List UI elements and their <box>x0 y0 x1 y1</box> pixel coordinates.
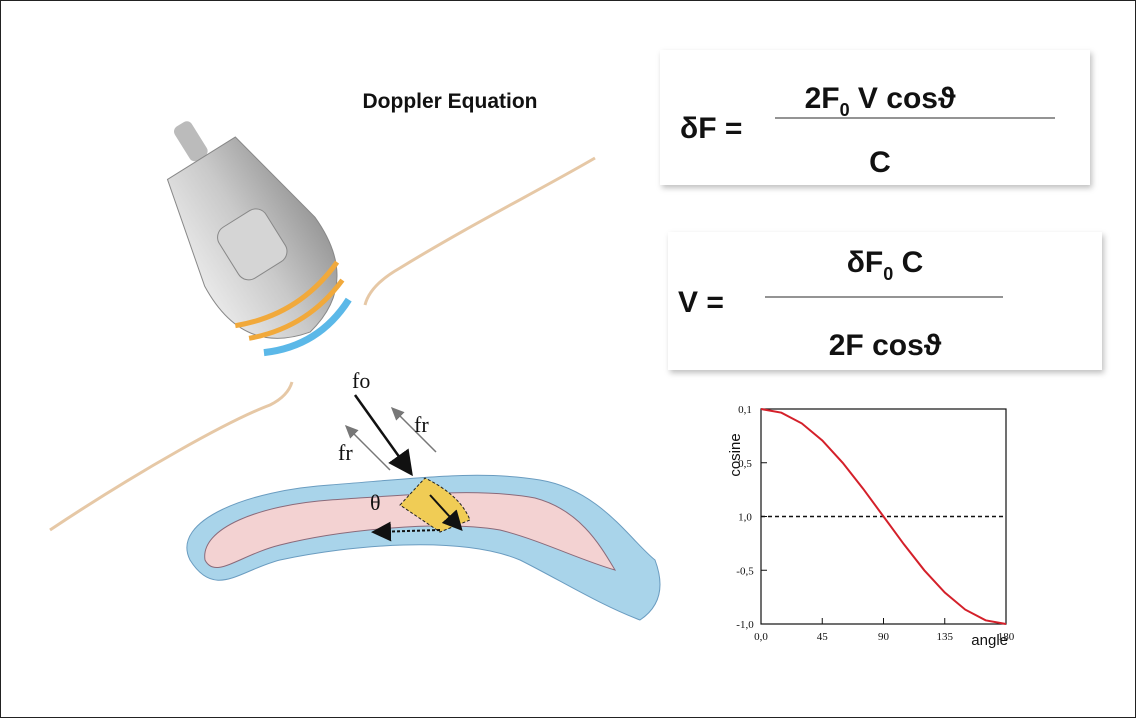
y-tick-label: -1,0 <box>736 619 754 631</box>
y-tick-label: 0,1 <box>738 404 752 416</box>
y-axis-label: cosine <box>727 433 744 476</box>
equation-box <box>668 232 1102 370</box>
numerator: δF0 C <box>847 246 924 284</box>
x-tick-label: 180 <box>998 631 1015 643</box>
text: V cosϑ <box>850 82 956 115</box>
denominator: C <box>869 146 891 179</box>
x-tick-label: 90 <box>878 631 890 643</box>
label: fr <box>414 412 429 437</box>
y-tick-label: 0,5 <box>738 458 752 470</box>
title: Doppler Equation <box>363 90 538 113</box>
numerator: 2F0 V cosϑ <box>805 82 956 120</box>
label: fr <box>338 440 353 465</box>
label: θ <box>370 490 381 515</box>
equation-lhs: δF = <box>680 112 742 145</box>
label: fo <box>352 368 370 393</box>
subscript: 0 <box>883 264 893 284</box>
x-tick-label: 0,0 <box>754 631 768 643</box>
subscript: 0 <box>840 100 850 120</box>
text: δF <box>847 246 884 279</box>
text: C <box>893 246 923 279</box>
y-tick-label: 1,0 <box>738 512 752 524</box>
equation-lhs: V = <box>678 286 724 319</box>
x-tick-label: 135 <box>937 631 954 643</box>
line <box>760 408 1007 625</box>
text: 2F <box>805 82 840 115</box>
x-axis-label: angle <box>971 632 1008 649</box>
denominator: 2F cosϑ <box>829 329 942 362</box>
x-tick-label: 45 <box>817 631 829 643</box>
illustration <box>49 121 661 621</box>
y-tick-label: -0,5 <box>736 565 754 577</box>
